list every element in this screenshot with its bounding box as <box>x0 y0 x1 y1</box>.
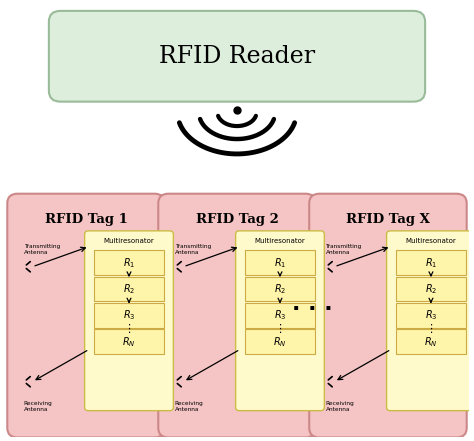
Text: Receiving
Antenna: Receiving Antenna <box>174 401 203 412</box>
Text: $R_2$: $R_2$ <box>425 282 437 296</box>
Text: ⋮: ⋮ <box>123 324 135 333</box>
Text: Receiving
Antenna: Receiving Antenna <box>326 401 354 412</box>
Text: $R_N$: $R_N$ <box>424 335 438 349</box>
Text: $R_3$: $R_3$ <box>425 308 437 322</box>
FancyBboxPatch shape <box>396 303 465 328</box>
FancyBboxPatch shape <box>396 250 465 275</box>
FancyBboxPatch shape <box>246 277 315 301</box>
Text: Multiresonator: Multiresonator <box>406 238 456 244</box>
Text: $R_1$: $R_1$ <box>274 256 286 269</box>
Text: · · ·: · · · <box>292 299 333 319</box>
FancyBboxPatch shape <box>158 194 316 437</box>
FancyBboxPatch shape <box>246 303 315 328</box>
FancyBboxPatch shape <box>246 329 315 354</box>
Text: $R_2$: $R_2$ <box>274 282 286 296</box>
FancyBboxPatch shape <box>396 329 465 354</box>
Text: $R_1$: $R_1$ <box>123 256 135 269</box>
Text: $R_2$: $R_2$ <box>123 282 135 296</box>
FancyBboxPatch shape <box>94 250 164 275</box>
Text: ⋮: ⋮ <box>274 324 285 333</box>
Text: ⋮: ⋮ <box>425 324 437 333</box>
Text: RFID Tag 2: RFID Tag 2 <box>196 213 278 226</box>
FancyBboxPatch shape <box>94 303 164 328</box>
FancyBboxPatch shape <box>85 231 173 411</box>
Text: $R_3$: $R_3$ <box>123 308 135 322</box>
FancyBboxPatch shape <box>246 250 315 275</box>
Text: RFID Tag 1: RFID Tag 1 <box>45 213 128 226</box>
Text: $R_1$: $R_1$ <box>425 256 437 269</box>
Text: Transmitting
Antenna: Transmitting Antenna <box>326 244 362 255</box>
FancyBboxPatch shape <box>387 231 474 411</box>
FancyBboxPatch shape <box>94 277 164 301</box>
FancyBboxPatch shape <box>7 194 165 437</box>
Text: Multiresonator: Multiresonator <box>255 238 305 244</box>
Text: $R_N$: $R_N$ <box>122 335 136 349</box>
FancyBboxPatch shape <box>309 194 467 437</box>
Text: RFID Tag X: RFID Tag X <box>346 213 430 226</box>
Text: Transmitting
Antenna: Transmitting Antenna <box>24 244 60 255</box>
FancyBboxPatch shape <box>94 329 164 354</box>
FancyBboxPatch shape <box>236 231 324 411</box>
Text: RFID Reader: RFID Reader <box>159 45 315 68</box>
Text: Transmitting
Antenna: Transmitting Antenna <box>174 244 211 255</box>
Text: $R_3$: $R_3$ <box>273 308 286 322</box>
FancyBboxPatch shape <box>49 11 425 102</box>
FancyBboxPatch shape <box>396 277 465 301</box>
Text: $R_N$: $R_N$ <box>273 335 287 349</box>
Text: Multiresonator: Multiresonator <box>104 238 155 244</box>
Text: Receiving
Antenna: Receiving Antenna <box>24 401 52 412</box>
